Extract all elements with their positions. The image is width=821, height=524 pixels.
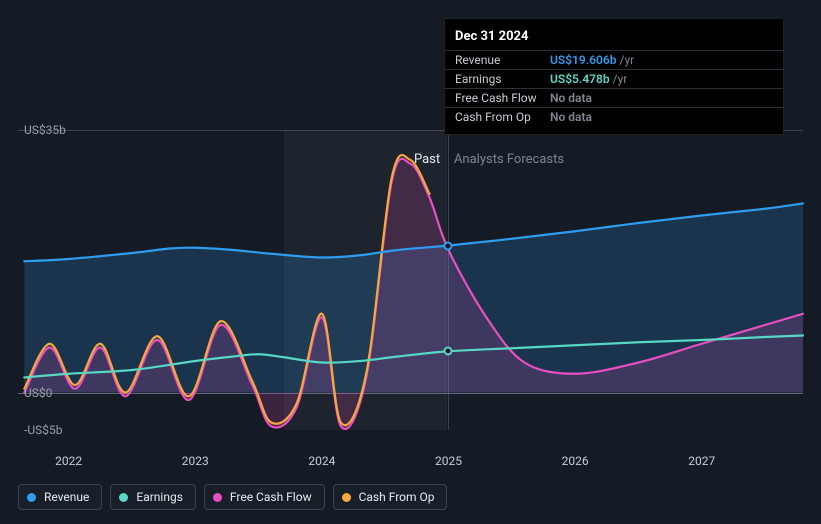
y-axis-label: US$35b (24, 123, 66, 137)
tooltip-row: Free Cash FlowNo data (445, 88, 783, 107)
y-axis-label: -US$5b (24, 423, 62, 437)
tooltip-row-label: Cash From Op (455, 110, 550, 124)
tooltip-row-value: US$5.478b (550, 72, 610, 86)
tooltip-row: RevenueUS$19.606b/yr (445, 50, 783, 69)
legend-label: Free Cash Flow (230, 490, 312, 504)
legend-swatch-icon (213, 493, 222, 502)
legend-item-fcf[interactable]: Free Cash Flow (204, 484, 325, 510)
legend-swatch-icon (27, 493, 36, 502)
legend-label: Cash From Op (359, 490, 435, 504)
tooltip-row: EarningsUS$5.478b/yr (445, 69, 783, 88)
legend-item-earnings[interactable]: Earnings (110, 484, 196, 510)
tooltip-row: Cash From OpNo data (445, 107, 783, 126)
legend-item-cfo[interactable]: Cash From Op (333, 484, 448, 510)
tooltip-row-unit: /yr (613, 72, 628, 86)
financials-chart: Past Analysts Forecasts US$35bUS$0-US$5b… (18, 0, 821, 524)
legend-item-revenue[interactable]: Revenue (18, 484, 102, 510)
tooltip-row-label: Earnings (455, 72, 550, 86)
x-axis-label: 2022 (55, 454, 82, 468)
hover-dot-earnings (444, 347, 453, 356)
legend-swatch-icon (119, 493, 128, 502)
x-axis-label: 2023 (182, 454, 209, 468)
tooltip-row-unit: /yr (620, 53, 635, 67)
plot-area[interactable] (18, 130, 803, 430)
hover-line (448, 130, 449, 430)
legend-label: Revenue (44, 490, 89, 504)
legend-swatch-icon (342, 493, 351, 502)
tooltip-title: Dec 31 2024 (445, 27, 783, 50)
tooltip-row-value: No data (550, 110, 592, 124)
chart-legend: Revenue Earnings Free Cash Flow Cash From O… (18, 484, 447, 510)
tooltip-row-label: Free Cash Flow (455, 91, 550, 105)
y-axis-label: US$0 (24, 386, 52, 400)
x-axis-label: 2026 (562, 454, 589, 468)
x-axis-label: 2025 (435, 454, 462, 468)
tooltip-row-value: US$19.606b (550, 53, 617, 67)
x-axis-label: 2027 (688, 454, 715, 468)
chart-tooltip: Dec 31 2024 RevenueUS$19.606b/yrEarnings… (444, 18, 784, 135)
hover-dot-revenue (444, 241, 453, 250)
tooltip-row-value: No data (550, 91, 592, 105)
tooltip-row-label: Revenue (455, 53, 550, 67)
legend-label: Earnings (136, 490, 183, 504)
x-axis-label: 2024 (308, 454, 335, 468)
